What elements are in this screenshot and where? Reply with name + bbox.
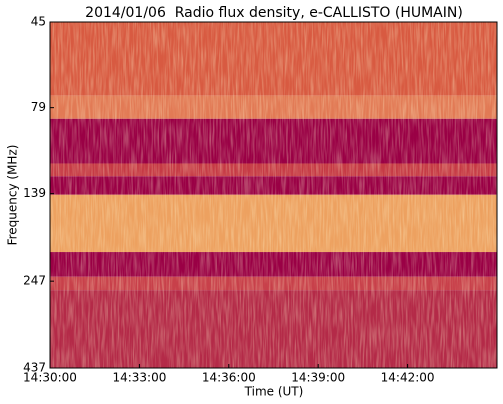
texture (50, 22, 497, 368)
x-tick-label: 14:42:00 (381, 371, 435, 385)
y-tick-label: 437 (23, 361, 46, 375)
y-tick-label: 139 (23, 186, 46, 200)
y-axis-label: Frequency (MHz) (6, 145, 20, 246)
plot-frame (49, 21, 498, 369)
x-tick-label: 14:33:00 (112, 371, 166, 385)
x-tick-label: 14:39:00 (291, 371, 345, 385)
y-tick-label: 79 (31, 100, 46, 114)
y-tick-label: 247 (23, 274, 46, 288)
chart-title: 2014/01/06 Radio flux density, e-CALLIST… (85, 5, 463, 21)
plot-area (50, 22, 497, 368)
y-tick-label: 45 (31, 15, 46, 29)
x-axis-label: Time (UT) (244, 385, 304, 399)
x-tick-label: 14:36:00 (202, 371, 256, 385)
x-tick-label: 14:30:00 (23, 371, 77, 385)
